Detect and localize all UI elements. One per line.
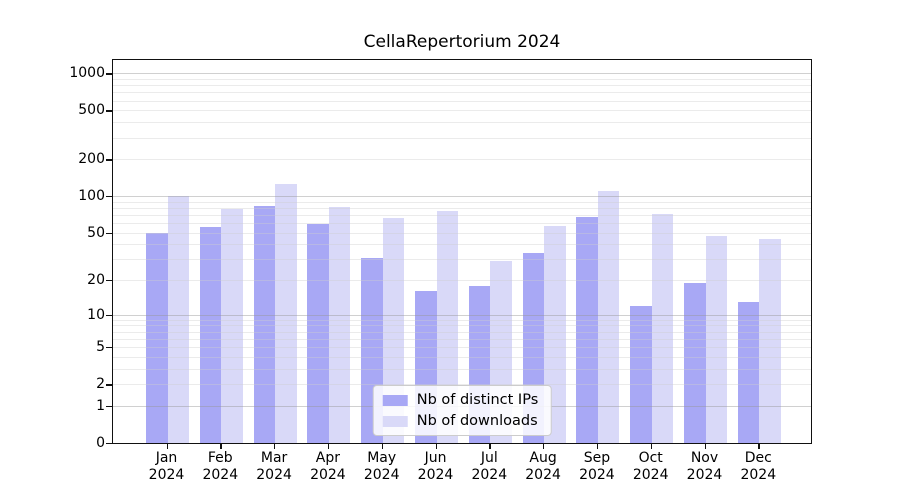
- y-tick-label-1000: 1000: [69, 65, 105, 82]
- x-tick-label-aug: Aug 2024: [511, 450, 575, 484]
- x-tick-year-aug: 2024: [525, 467, 561, 483]
- x-tick-label-mar: Mar 2024: [242, 450, 306, 484]
- y-tick-mark-200: [106, 159, 112, 161]
- y-tick-mark-1000: [106, 73, 112, 75]
- bar-nb-of-downloads-mar: [275, 184, 297, 443]
- x-tick-label-dec: Dec 2024: [726, 450, 790, 484]
- bar-nb-of-distinct-ips-nov: [684, 282, 706, 443]
- y-tick-label-0: 0: [96, 435, 105, 451]
- x-tick-mark-dec: [758, 444, 760, 449]
- y-tick-mark-20: [106, 280, 112, 282]
- x-tick-month-aug: Aug: [529, 450, 557, 466]
- x-tick-year-sep: 2024: [579, 467, 615, 483]
- x-tick-mark-mar: [274, 444, 276, 449]
- y-tick-mark-5: [106, 347, 112, 349]
- x-tick-month-oct: Oct: [638, 450, 663, 466]
- bar-nb-of-distinct-ips-jan: [146, 232, 168, 443]
- y-tick-label-100: 100: [78, 188, 105, 205]
- x-tick-label-may: May 2024: [350, 450, 414, 484]
- x-tick-label-oct: Oct 2024: [619, 450, 683, 484]
- bar-nb-of-distinct-ips-mar: [253, 205, 276, 443]
- x-tick-month-feb: Feb: [207, 450, 233, 466]
- x-tick-mark-sep: [596, 444, 599, 449]
- y-tick-label-20: 20: [87, 272, 105, 289]
- y-tick-mark-500: [106, 110, 112, 112]
- x-tick-month-may: May: [367, 450, 397, 466]
- x-tick-month-nov: Nov: [690, 450, 719, 466]
- x-tick-mark-aug: [543, 444, 545, 449]
- x-tick-year-jun: 2024: [417, 467, 454, 483]
- x-tick-mark-nov: [704, 444, 706, 449]
- y-tick-mark-0: [106, 443, 112, 445]
- bar-nb-of-distinct-ips-dec: [737, 301, 760, 443]
- x-tick-mark-feb: [220, 444, 222, 449]
- y-tick-mark-1: [106, 405, 112, 408]
- x-tick-mark-jan: [166, 444, 168, 449]
- x-tick-label-jan: Jan 2024: [135, 450, 199, 484]
- legend-item-downloads: Nb of downloads: [382, 413, 539, 429]
- x-tick-month-sep: Sep: [583, 450, 611, 466]
- y-tick-label-500: 500: [78, 102, 105, 119]
- x-tick-label-apr: Apr 2024: [296, 450, 360, 484]
- x-tick-year-dec: 2024: [740, 467, 777, 483]
- chart-title: CellaRepertorium 2024: [363, 32, 561, 52]
- x-tick-month-jan: Jan: [155, 450, 178, 466]
- y-tick-mark-2: [106, 384, 112, 386]
- bar-nb-of-downloads-sep: [597, 190, 620, 443]
- x-tick-year-jul: 2024: [471, 467, 508, 483]
- y-tick-label-10: 10: [87, 306, 105, 323]
- x-tick-label-jun: Jun 2024: [404, 450, 468, 484]
- y-tick-mark-50: [106, 232, 112, 234]
- x-tick-mark-jul: [489, 444, 491, 449]
- y-tick-label-1: 1: [96, 397, 105, 414]
- x-tick-year-may: 2024: [363, 467, 400, 483]
- x-tick-month-jun: Jun: [424, 450, 447, 466]
- bar-nb-of-downloads-feb: [221, 209, 243, 443]
- x-tick-year-oct: 2024: [632, 467, 669, 483]
- x-tick-month-mar: Mar: [260, 450, 288, 466]
- x-tick-year-mar: 2024: [256, 467, 292, 483]
- legend-label-downloads: Nb of downloads: [416, 413, 538, 429]
- x-tick-label-jul: Jul 2024: [457, 450, 521, 484]
- bar-nb-of-distinct-ips-oct: [630, 305, 652, 443]
- bar-nb-of-distinct-ips-feb: [199, 226, 222, 443]
- bar-nb-of-distinct-ips-apr: [307, 223, 329, 443]
- bar-nb-of-downloads-oct: [651, 214, 674, 443]
- y-tick-mark-100: [106, 196, 112, 198]
- x-tick-label-sep: Sep 2024: [565, 450, 629, 484]
- x-tick-year-nov: 2024: [686, 467, 723, 483]
- x-tick-label-nov: Nov 2024: [673, 450, 737, 484]
- legend-label-distinct-ips: Nb of distinct IPs: [416, 392, 539, 408]
- bar-nb-of-downloads-nov: [705, 235, 727, 443]
- legend-swatch-downloads: [382, 415, 408, 427]
- x-tick-month-jul: Jul: [480, 450, 498, 466]
- bar-nb-of-downloads-dec: [759, 239, 781, 443]
- x-tick-year-jan: 2024: [148, 467, 185, 483]
- y-tick-label-5: 5: [96, 339, 105, 356]
- legend: Nb of distinct IPs Nb of downloads: [372, 385, 552, 436]
- y-tick-mark-10: [106, 314, 112, 317]
- x-tick-month-dec: Dec: [744, 450, 772, 466]
- x-tick-mark-may: [381, 444, 384, 449]
- x-tick-mark-oct: [650, 444, 653, 449]
- legend-swatch-distinct-ips: [382, 394, 408, 406]
- x-tick-year-feb: 2024: [202, 467, 239, 483]
- bar-nb-of-downloads-jan: [167, 196, 189, 443]
- x-tick-mark-apr: [327, 444, 330, 449]
- y-tick-label-50: 50: [87, 224, 105, 241]
- x-tick-label-feb: Feb 2024: [188, 450, 252, 484]
- x-tick-year-apr: 2024: [310, 467, 346, 483]
- x-tick-month-apr: Apr: [315, 450, 340, 466]
- x-tick-mark-jun: [435, 444, 437, 449]
- bar-nb-of-distinct-ips-sep: [576, 216, 598, 443]
- legend-item-distinct-ips: Nb of distinct IPs: [382, 392, 539, 408]
- plot-area: Nb of distinct IPs Nb of downloads: [112, 59, 812, 444]
- y-tick-label-200: 200: [78, 151, 105, 168]
- bar-nb-of-downloads-apr: [328, 207, 351, 443]
- y-tick-label-2: 2: [96, 376, 105, 393]
